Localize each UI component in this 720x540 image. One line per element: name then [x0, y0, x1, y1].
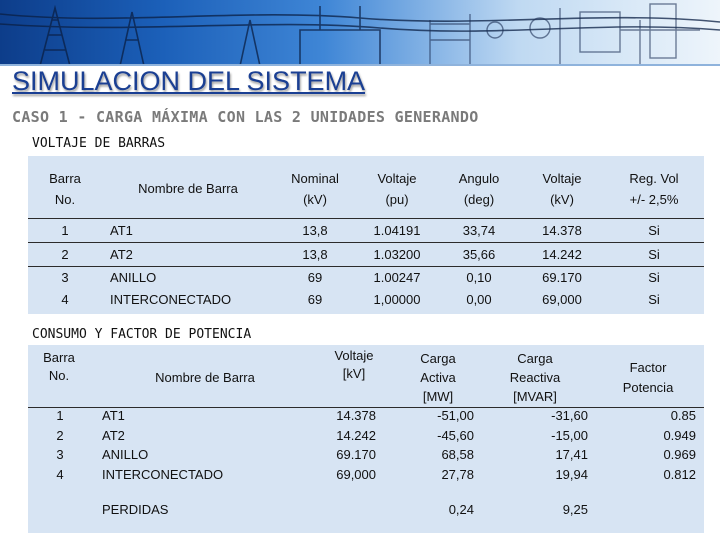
- row2-nombre: AT2: [110, 247, 133, 262]
- row1-factor: 0.85: [670, 408, 696, 423]
- consumo-table: Barra No. Nombre de Barra Voltaje [kV] Car…: [28, 345, 704, 533]
- row3-pu: 1.00247: [373, 270, 421, 285]
- header-divider: [28, 407, 704, 408]
- row2-voltaje: 14.242: [336, 428, 376, 443]
- row2-nombre: AT2: [102, 428, 125, 443]
- row4-kv: 69,000: [542, 292, 582, 307]
- row2-activa: -45,60: [437, 428, 474, 443]
- voltaje-table: Barra No. Nombre de Barra Nominal (kV) Vol…: [28, 156, 704, 314]
- row1-pu: 1.04191: [373, 223, 421, 238]
- row2-no: 2: [61, 247, 69, 262]
- header-voltaje-pu: Voltaje (pu): [377, 171, 417, 207]
- row3-nominal: 69: [307, 270, 323, 285]
- row1-nombre: AT1: [110, 223, 133, 238]
- row1-no: 1: [56, 408, 64, 423]
- perdidas-reactiva: 9,25: [562, 502, 588, 517]
- row1-activa: -51,00: [437, 408, 474, 423]
- banner-divider: [0, 64, 720, 66]
- row1-nombre: AT1: [102, 408, 125, 423]
- header-angulo: Angulo (deg): [458, 171, 500, 207]
- row3-angulo: 0,10: [466, 270, 492, 285]
- row2-factor: 0.949: [663, 428, 696, 443]
- header-voltaje-kv: Voltaje (kV): [542, 171, 582, 207]
- header-divider: [28, 218, 704, 219]
- header-banner: [0, 0, 720, 66]
- row4-no: 4: [61, 292, 69, 307]
- row4-voltaje: 69,000: [336, 467, 376, 482]
- row3-nombre: ANILLO: [110, 270, 157, 285]
- row2-angulo: 35,66: [462, 247, 496, 262]
- row3-factor: 0.969: [663, 447, 696, 462]
- row3-nombre: ANILLO: [102, 447, 149, 462]
- row2-nominal: 13,8: [302, 247, 328, 262]
- row1-voltaje: 14.378: [336, 408, 376, 423]
- row3-no: 3: [56, 447, 64, 462]
- header-carga-reactiva: Carga Reactiva [MVAR]: [509, 351, 561, 404]
- substation-photo-illustration: [0, 3, 720, 66]
- page-title: SIMULACION DEL SISTEMA: [12, 66, 366, 96]
- section-title-voltaje: VOLTAJE DE BARRAS: [32, 136, 166, 151]
- row3-reg: Si: [648, 270, 660, 285]
- row4-reg: Si: [648, 292, 660, 307]
- row4-no: 4: [56, 467, 64, 482]
- header-nombre: Nombre de Barra: [138, 181, 238, 196]
- row4-nombre: INTERCONECTADO: [102, 467, 224, 482]
- row4-reactiva: 19,94: [555, 467, 588, 482]
- row4-pu: 1,00000: [373, 292, 421, 307]
- header-factor-potencia: Factor Potencia: [622, 360, 674, 395]
- row1-no: 1: [61, 223, 69, 238]
- header-reg-vol: Reg. Vol +/- 2,5%: [629, 171, 679, 207]
- row2-reg: Si: [648, 247, 660, 262]
- row2-kv: 14.242: [542, 247, 582, 262]
- row1-angulo: 33,74: [462, 223, 496, 238]
- row2-reactiva: -15,00: [551, 428, 588, 443]
- row3-voltaje: 69.170: [336, 447, 376, 462]
- header-voltaje: Voltaje [kV]: [334, 348, 374, 381]
- row1-nominal: 13,8: [302, 223, 328, 238]
- row1-reactiva: -31,60: [551, 408, 588, 423]
- row4-activa: 27,78: [441, 467, 474, 482]
- row2-pu: 1.03200: [373, 247, 421, 262]
- header-carga-activa: Carga Activa [MW]: [420, 351, 456, 404]
- perdidas-label: PERDIDAS: [102, 502, 169, 517]
- row3-no: 3: [61, 270, 69, 285]
- header-nominal: Nominal (kV): [291, 171, 339, 207]
- row3-kv: 69.170: [542, 270, 582, 285]
- row3-reactiva: 17,41: [555, 447, 588, 462]
- header-barra-no: Barra No.: [49, 171, 81, 207]
- row3-activa: 68,58: [441, 447, 474, 462]
- perdidas-activa: 0,24: [448, 502, 474, 517]
- row4-factor: 0.812: [663, 467, 696, 482]
- row-divider: [28, 266, 704, 267]
- row4-angulo: 0,00: [466, 292, 492, 307]
- row4-nombre: INTERCONECTADO: [110, 292, 232, 307]
- row4-nominal: 69: [307, 292, 323, 307]
- header-barra-no: Barra No.: [43, 350, 75, 383]
- row-divider: [28, 242, 704, 243]
- page-subtitle: CASO 1 - CARGA MÁXIMA CON LAS 2 UNIDADES…: [12, 108, 479, 126]
- row2-no: 2: [56, 428, 64, 443]
- row1-kv: 14.378: [542, 223, 582, 238]
- header-nombre: Nombre de Barra: [155, 370, 255, 385]
- row1-reg: Si: [648, 223, 660, 238]
- section-title-consumo: CONSUMO Y FACTOR DE POTENCIA: [32, 327, 252, 342]
